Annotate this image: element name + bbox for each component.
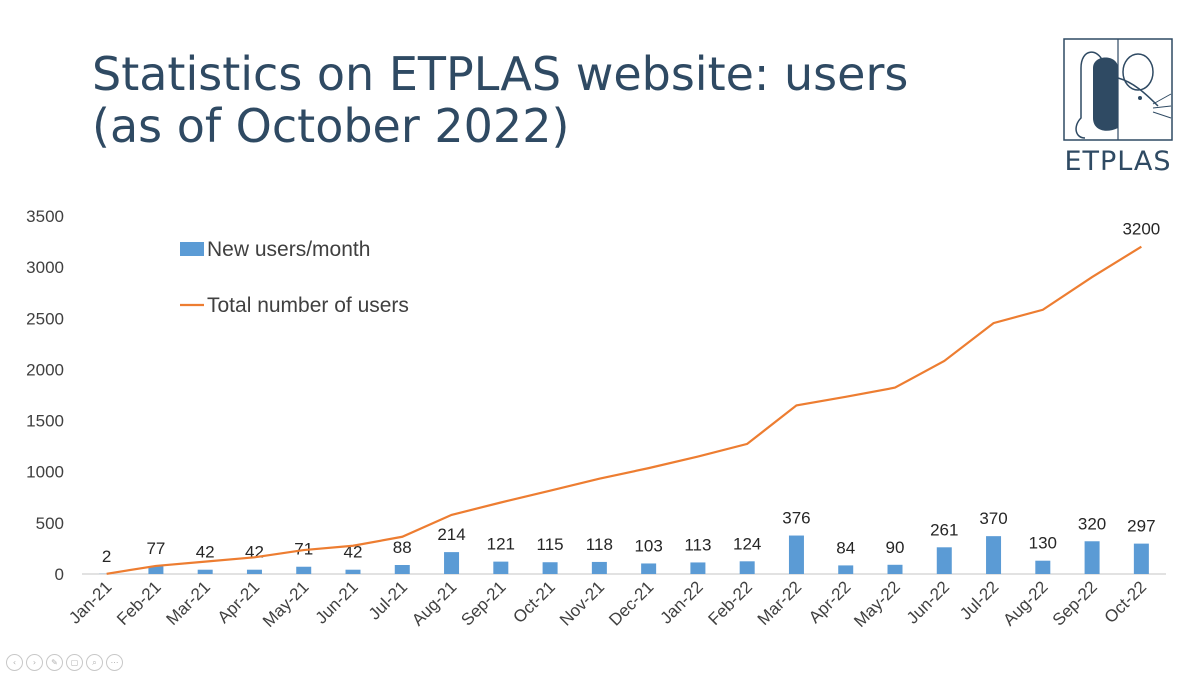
- bar: [1133, 543, 1149, 574]
- bar: [739, 561, 755, 574]
- bar-data-label: 214: [437, 525, 465, 544]
- y-tick-label: 500: [36, 514, 64, 533]
- y-tick-label: 1500: [26, 412, 64, 431]
- y-tick-label: 1000: [26, 463, 64, 482]
- x-tick-label: Feb-21: [113, 577, 165, 629]
- bar: [591, 561, 607, 574]
- bar: [887, 564, 903, 574]
- zoom-icon[interactable]: ⌕: [86, 654, 103, 671]
- x-tick-label: Sep-21: [457, 577, 509, 629]
- x-tick-label: Jul-21: [365, 577, 411, 623]
- slide-title-line-1: Statistics on ETPLAS website: users: [92, 47, 909, 101]
- bar: [788, 535, 804, 574]
- legend-swatch-new-users: [180, 242, 204, 256]
- x-tick-label: Mar-22: [754, 577, 806, 629]
- bar-data-label: 84: [836, 538, 855, 557]
- bar-data-label: 376: [782, 509, 810, 528]
- bar-data-label: 121: [487, 535, 515, 554]
- x-tick-label: Nov-21: [556, 577, 608, 629]
- legend-label-new-users: New users/month: [207, 238, 370, 261]
- total-users-line: [106, 245, 1142, 575]
- y-tick-label: 2000: [26, 360, 64, 379]
- x-tick-label: Sep-22: [1049, 577, 1101, 629]
- bar-series: [99, 535, 1149, 574]
- bar: [986, 536, 1002, 574]
- next-icon[interactable]: ›: [26, 654, 43, 671]
- y-tick-label: 3500: [26, 207, 64, 226]
- slides-icon[interactable]: ▢: [66, 654, 83, 671]
- x-tick-label: Dec-21: [605, 577, 657, 629]
- x-tick-label: Aug-22: [999, 577, 1051, 629]
- x-tick-label: Oct-21: [509, 577, 559, 627]
- presentation-toolbar: ‹ › ✎ ▢ ⌕ ⋯: [6, 654, 123, 671]
- etplas-logo: ETPLAS: [1063, 38, 1173, 178]
- legend: New users/month Total number of users: [180, 238, 409, 317]
- x-tick-label: Apr-22: [805, 577, 855, 627]
- bar-data-label: 370: [979, 509, 1007, 528]
- y-tick-label: 3000: [26, 258, 64, 277]
- y-tick-label: 0: [55, 565, 64, 584]
- bar: [444, 552, 460, 574]
- bar-data-label: 90: [886, 538, 905, 557]
- y-axis-labels: 0 500 1000 1500 2000 2500 3000 3500: [26, 207, 64, 584]
- bar-data-label: 42: [344, 543, 363, 562]
- x-tick-label: Oct-22: [1101, 577, 1151, 627]
- bar-data-label: 124: [733, 534, 761, 553]
- total-line-end-label: 3200: [1122, 220, 1160, 239]
- bar-data-label: 297: [1127, 517, 1155, 536]
- bar-data-label: 103: [634, 536, 662, 555]
- bar-data-label: 2: [102, 547, 111, 566]
- x-tick-label: May-22: [850, 577, 904, 631]
- bar-data-label: 130: [1029, 534, 1057, 553]
- x-tick-label: Jun-21: [312, 577, 362, 627]
- bar-data-label: 261: [930, 520, 958, 539]
- bar-data-label: 320: [1078, 514, 1106, 533]
- bar: [838, 565, 854, 574]
- bar-data-label: 113: [684, 535, 711, 554]
- x-tick-label: May-21: [259, 577, 313, 631]
- x-tick-label: Jan-22: [657, 577, 707, 627]
- x-tick-label: Jul-22: [956, 577, 1002, 623]
- x-tick-label: Mar-21: [162, 577, 214, 629]
- bar: [690, 562, 706, 574]
- bar: [394, 564, 410, 574]
- more-icon[interactable]: ⋯: [106, 654, 123, 671]
- slide-title-line-2: (as of October 2022): [92, 99, 570, 153]
- pen-icon[interactable]: ✎: [46, 654, 63, 671]
- x-tick-label: Jan-21: [65, 577, 115, 627]
- logo-text: ETPLAS: [1064, 146, 1172, 177]
- previous-icon[interactable]: ‹: [6, 654, 23, 671]
- y-tick-label: 2500: [26, 309, 64, 328]
- mouse-logo-icon: [1063, 38, 1173, 141]
- bar: [246, 569, 262, 574]
- bar-data-label: 118: [586, 535, 613, 554]
- legend-label-total-users: Total number of users: [207, 294, 409, 317]
- x-tick-label: Apr-21: [214, 577, 264, 627]
- bar-data-label: 115: [537, 535, 564, 554]
- bar: [1035, 560, 1051, 574]
- x-tick-label: Jun-22: [903, 577, 953, 627]
- slide-title: Statistics on ETPLAS website: users (as …: [92, 48, 908, 152]
- bar: [148, 566, 164, 574]
- bar: [936, 547, 952, 574]
- bar: [641, 563, 657, 574]
- bar: [296, 566, 312, 574]
- bar: [542, 562, 558, 574]
- bar-data-label: 88: [393, 538, 412, 557]
- bar-data-label: 42: [196, 543, 215, 562]
- bar: [493, 561, 509, 574]
- bar-data-label: 77: [146, 539, 165, 558]
- x-tick-label: Aug-21: [408, 577, 460, 629]
- bar: [1084, 541, 1100, 574]
- bar: [345, 569, 361, 574]
- x-tick-label: Feb-22: [704, 577, 756, 629]
- bar: [197, 569, 213, 574]
